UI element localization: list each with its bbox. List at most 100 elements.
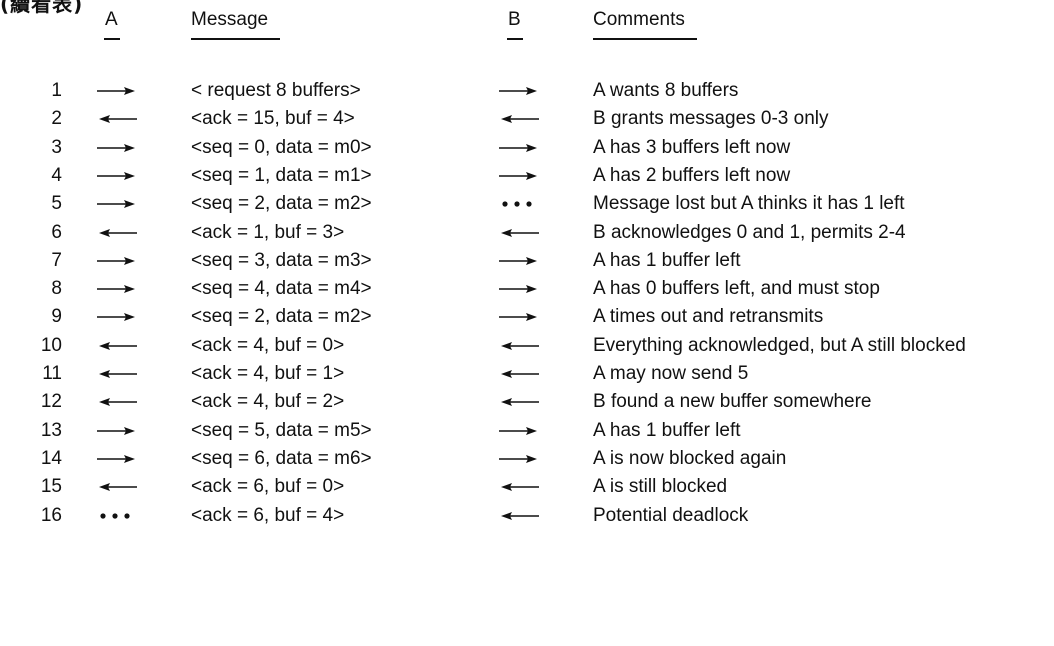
right-arrow-icon xyxy=(497,416,541,446)
table-row: 16 <ack = 6, buf = 4> Potential deadlock xyxy=(0,501,1054,531)
comment-text: A is still blocked xyxy=(593,476,728,498)
table-row: 1 < request 8 buffers> A wants 8 buffers xyxy=(0,76,1054,106)
table-row: 2 <ack = 15, buf = 4> B grants messages 0-… xyxy=(0,104,1054,134)
row-number: 14 xyxy=(40,447,62,469)
comment-text: A has 0 buffers left, and must stop xyxy=(593,278,880,300)
table-row: 3 <seq = 0, data = m0> A has 3 buffers lef… xyxy=(0,133,1054,163)
comment-text: A times out and retransmits xyxy=(593,306,824,328)
left-arrow-icon xyxy=(95,104,139,134)
comment-text: A is now blocked again xyxy=(593,447,787,469)
message-text: <ack = 6, buf = 0> xyxy=(191,476,345,498)
comment-text: B grants messages 0-3 only xyxy=(593,108,829,130)
left-arrow-icon xyxy=(95,472,139,502)
column-header-b-underline xyxy=(507,38,523,40)
message-text: <ack = 1, buf = 3> xyxy=(191,221,345,243)
left-arrow-icon xyxy=(497,218,541,248)
right-arrow-icon xyxy=(497,76,541,106)
left-arrow-icon xyxy=(95,359,139,389)
right-arrow-icon xyxy=(95,76,139,106)
row-number: 5 xyxy=(51,193,62,215)
row-number: 1 xyxy=(51,80,62,101)
table-row: 14 <seq = 6, data = m6> A is now blocked a… xyxy=(0,444,1054,474)
top-cut-off-text: (續看表) xyxy=(0,0,84,16)
message-text: <seq = 2, data = m2> xyxy=(191,306,372,328)
right-arrow-icon xyxy=(95,416,139,446)
comment-text: A may now send 5 xyxy=(593,363,749,384)
message-text: <seq = 3, data = m3> xyxy=(191,249,372,271)
right-arrow-icon xyxy=(497,274,541,304)
row-number: 3 xyxy=(51,136,62,158)
column-header-message-underline xyxy=(191,38,280,40)
lost-dots-icon xyxy=(497,189,541,219)
column-header-comments-underline xyxy=(593,38,697,40)
right-arrow-icon xyxy=(95,189,139,219)
row-number: 9 xyxy=(51,306,62,328)
comment-text: B acknowledges 0 and 1, permits 2-4 xyxy=(593,221,906,243)
message-text: <ack = 4, buf = 1> xyxy=(191,363,345,384)
right-arrow-icon xyxy=(95,274,139,304)
message-text: < request 8 buffers> xyxy=(191,80,361,101)
row-number: 6 xyxy=(51,221,62,243)
left-arrow-icon xyxy=(95,387,139,417)
right-arrow-icon xyxy=(497,161,541,191)
left-arrow-icon xyxy=(497,104,541,134)
row-number: 16 xyxy=(40,504,62,526)
row-number: 4 xyxy=(51,164,62,186)
row-number: 11 xyxy=(42,363,62,384)
message-text: <ack = 6, buf = 4> xyxy=(191,504,345,526)
comment-text: A has 1 buffer left xyxy=(593,249,741,271)
lost-dots-icon xyxy=(95,501,139,531)
left-arrow-icon xyxy=(497,331,541,361)
row-number: 2 xyxy=(51,108,62,130)
row-number: 15 xyxy=(40,476,62,498)
table-row: 13 <seq = 5, data = m5> A has 1 buffer lef… xyxy=(0,416,1054,446)
right-arrow-icon xyxy=(497,133,541,163)
comment-text: A wants 8 buffers xyxy=(593,80,739,101)
table-row: 4 <seq = 1, data = m1> A has 2 buffers lef… xyxy=(0,161,1054,191)
right-arrow-icon xyxy=(497,444,541,474)
message-text: <seq = 0, data = m0> xyxy=(191,136,372,158)
row-number: 12 xyxy=(40,391,62,413)
comment-text: A has 1 buffer left xyxy=(593,419,741,441)
message-text: <seq = 4, data = m4> xyxy=(191,278,372,300)
right-arrow-icon xyxy=(497,246,541,276)
message-text: <seq = 2, data = m2> xyxy=(191,193,372,215)
row-number: 7 xyxy=(51,249,62,271)
right-arrow-icon xyxy=(497,302,541,332)
table-row: 6 <ack = 1, buf = 3> B acknowledges 0 and … xyxy=(0,218,1054,248)
comment-text: Potential deadlock xyxy=(593,504,749,526)
right-arrow-icon xyxy=(95,246,139,276)
table-row: 12 <ack = 4, buf = 2> B found a new buffer… xyxy=(0,387,1054,417)
message-text: <ack = 4, buf = 0> xyxy=(191,334,345,356)
row-number: 10 xyxy=(40,334,62,356)
left-arrow-icon xyxy=(497,472,541,502)
column-header-a: A xyxy=(105,9,118,30)
message-text: <seq = 1, data = m1> xyxy=(191,164,372,186)
right-arrow-icon xyxy=(95,133,139,163)
column-header-comments: Comments xyxy=(593,9,685,30)
message-text: <seq = 6, data = m6> xyxy=(191,447,372,469)
message-text: <seq = 5, data = m5> xyxy=(191,419,372,441)
table-row: 11 <ack = 4, buf = 1> A may now send 5 xyxy=(0,359,1054,389)
comment-text: Message lost but A thinks it has 1 left xyxy=(593,193,905,215)
row-number: 8 xyxy=(51,278,62,300)
comment-text: A has 2 buffers left now xyxy=(593,164,791,186)
table-row: 15 <ack = 6, buf = 0> A is still blocked xyxy=(0,472,1054,502)
right-arrow-icon xyxy=(95,161,139,191)
message-text: <ack = 15, buf = 4> xyxy=(191,108,355,130)
table-row: 8 <seq = 4, data = m4> A has 0 buffers lef… xyxy=(0,274,1054,304)
comment-text: A has 3 buffers left now xyxy=(593,136,791,158)
table-row: 7 <seq = 3, data = m3> A has 1 buffer left xyxy=(0,246,1054,276)
column-header-a-underline xyxy=(104,38,120,40)
left-arrow-icon xyxy=(497,387,541,417)
comment-text: B found a new buffer somewhere xyxy=(593,391,872,413)
right-arrow-icon xyxy=(95,302,139,332)
column-header-b: B xyxy=(508,9,521,30)
right-arrow-icon xyxy=(95,444,139,474)
left-arrow-icon xyxy=(497,501,541,531)
left-arrow-icon xyxy=(95,331,139,361)
table-row: 5 <seq = 2, data = m2> Message lost but A … xyxy=(0,189,1054,219)
table-row: 10 <ack = 4, buf = 0> Everything acknowled… xyxy=(0,331,1054,361)
left-arrow-icon xyxy=(95,218,139,248)
column-header-message: Message xyxy=(191,9,269,30)
